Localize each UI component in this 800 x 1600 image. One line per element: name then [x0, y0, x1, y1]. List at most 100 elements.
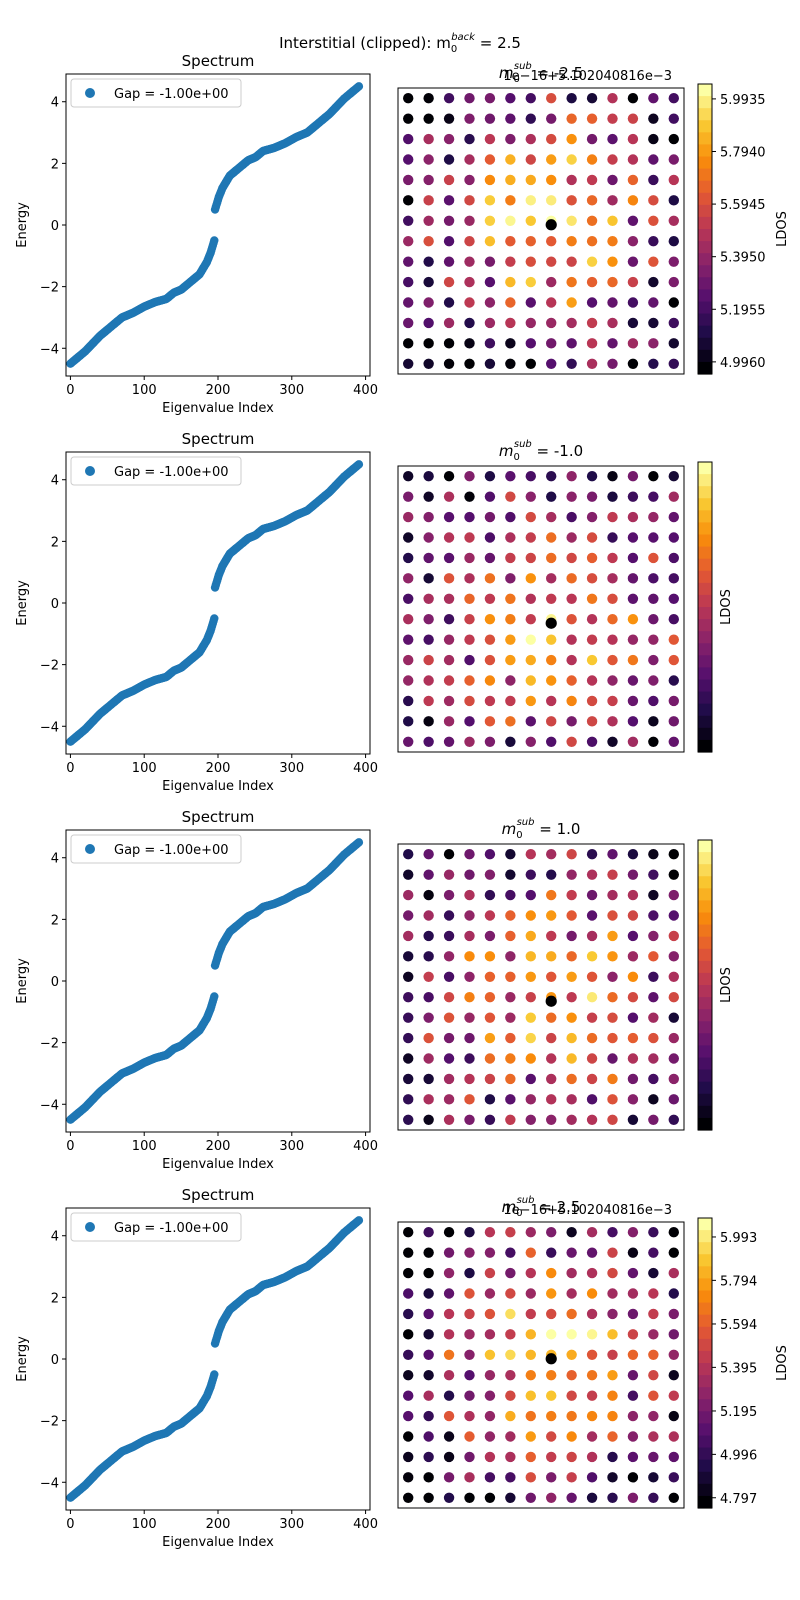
- title-subscript: 0: [516, 830, 522, 841]
- colorbar: 5.9935 5.7940 5.5945 5.3950 5.1955 4.9960 LDOS: [697, 83, 790, 375]
- ldos-site: [648, 992, 659, 1003]
- ldos-site: [505, 511, 516, 523]
- ldos-site: [607, 358, 618, 369]
- legend: Gap = -1.00e+00: [70, 1212, 242, 1242]
- ldos-site: [505, 297, 516, 308]
- colorbar-segment: [698, 960, 712, 974]
- ldos-site: [648, 511, 659, 523]
- title-symbol: m: [502, 1198, 517, 1216]
- x-tick-label: 300: [279, 1139, 304, 1154]
- ldos-site: [546, 1410, 557, 1422]
- ldos-site: [648, 1431, 659, 1442]
- colorbar-segment: [698, 570, 712, 584]
- ldos-site: [546, 1247, 557, 1258]
- ldos-site: [607, 1073, 618, 1085]
- ldos-site: [668, 992, 679, 1003]
- ldos-site: [423, 910, 434, 921]
- colorbar-segment: [698, 582, 712, 596]
- ldos-site: [648, 1094, 659, 1105]
- colorbar-segment: [698, 888, 712, 902]
- ldos-site: [505, 113, 516, 124]
- ldos-site: [525, 532, 536, 543]
- ldos-site: [484, 736, 496, 747]
- colorbar-segment: [698, 852, 712, 865]
- ldos-site: [586, 491, 598, 502]
- ldos-site: [464, 195, 475, 206]
- y-tick-label: 2: [51, 535, 59, 550]
- ldos-site: [546, 675, 557, 686]
- ldos-site: [586, 1012, 598, 1023]
- ldos-site: [607, 1410, 618, 1422]
- colorbar-segment: [698, 510, 712, 524]
- ldos-site: [423, 552, 434, 564]
- ldos-site: [546, 1094, 557, 1105]
- ldos-site: [627, 174, 639, 186]
- ldos-site: [668, 1053, 679, 1064]
- ldos-site: [525, 1032, 536, 1044]
- ldos-site: [648, 1410, 659, 1422]
- ldos-site: [566, 236, 577, 247]
- ldos-site: [525, 154, 536, 165]
- colorbar-segment: [698, 1350, 712, 1364]
- ldos-site: [443, 1227, 455, 1238]
- ldos-site: [648, 1073, 659, 1085]
- ldos-site: [566, 1094, 577, 1105]
- ldos-site: [525, 1431, 536, 1442]
- ldos-site: [403, 614, 414, 625]
- ldos-site: [586, 174, 598, 186]
- ldos-site: [484, 215, 496, 226]
- ldos-site: [566, 1073, 577, 1085]
- ldos-site: [505, 736, 516, 747]
- ldos-site: [607, 1114, 618, 1125]
- ldos-site: [423, 716, 434, 727]
- colorbar-segment: [698, 1254, 712, 1267]
- y-tick-label: 2: [51, 913, 59, 928]
- colorbar-segment: [698, 594, 712, 608]
- ldos-site: [546, 256, 557, 267]
- ldos-site: [586, 634, 598, 645]
- ldos-site: [586, 113, 598, 124]
- ldos-site: [464, 215, 475, 226]
- ldos-site: [423, 236, 434, 247]
- colorbar-segment: [698, 1423, 712, 1437]
- ldos-site: [484, 1247, 496, 1258]
- ldos-site: [464, 256, 475, 267]
- ldos-site: [464, 573, 475, 584]
- ldos-site: [668, 154, 679, 165]
- ldos-site: [607, 1472, 618, 1483]
- ldos-site: [505, 317, 516, 329]
- ldos-site: [505, 491, 516, 502]
- ldos-site: [607, 215, 618, 226]
- ldos-frame: [397, 465, 685, 753]
- ldos-site: [648, 614, 659, 625]
- y-tick-label: 4: [51, 852, 59, 867]
- ldos-site: [566, 910, 577, 921]
- ldos-site: [586, 1370, 598, 1381]
- ldos-site: [525, 93, 536, 104]
- ldos-site: [586, 593, 598, 604]
- ldos-site: [648, 195, 659, 206]
- ldos-site: [464, 174, 475, 186]
- ldos-site: [505, 1012, 516, 1023]
- colorbar-segment: [698, 265, 712, 278]
- ldos-site: [403, 1094, 414, 1105]
- ldos-site: [505, 1308, 516, 1320]
- ldos-site: [464, 297, 475, 308]
- ldos-site: [586, 154, 598, 165]
- x-tick-label: 100: [132, 1139, 157, 1154]
- title-symbol: m: [499, 64, 514, 82]
- data-point: [210, 614, 219, 623]
- ldos-site: [668, 93, 679, 104]
- colorbar-segment: [698, 619, 712, 632]
- ldos-site: [505, 276, 516, 288]
- ldos-site: [566, 317, 577, 329]
- ldos-site: [484, 1472, 496, 1483]
- ldos-site: [403, 695, 414, 707]
- ldos-site: [627, 1267, 639, 1279]
- ldos-site: [423, 849, 434, 860]
- ldos-site: [668, 1349, 679, 1360]
- ldos-title: m0 sub = -1.0: [499, 439, 583, 463]
- ldos-site: [607, 992, 618, 1003]
- ldos-site: [607, 634, 618, 645]
- ldos-site: [546, 1267, 557, 1279]
